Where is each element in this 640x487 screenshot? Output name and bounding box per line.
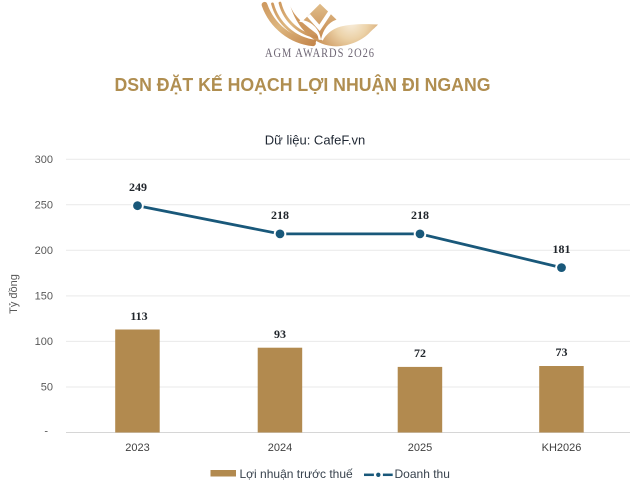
svg-text:DSN ĐẶT KẾ HOẠCH LỢI NHUẬN ĐI: DSN ĐẶT KẾ HOẠCH LỢI NHUẬN ĐI NGANG	[115, 74, 491, 95]
svg-text:113: 113	[130, 309, 147, 323]
svg-text:100: 100	[35, 336, 53, 348]
svg-text:50: 50	[41, 382, 53, 394]
svg-text:-: -	[44, 426, 48, 438]
svg-text:250: 250	[35, 200, 53, 212]
svg-text:2023: 2023	[125, 442, 149, 454]
svg-text:72: 72	[414, 346, 426, 360]
svg-text:2025: 2025	[408, 442, 432, 454]
svg-text:249: 249	[129, 180, 147, 194]
svg-text:73: 73	[556, 345, 568, 359]
svg-text:93: 93	[274, 327, 286, 341]
svg-text:218: 218	[271, 208, 289, 222]
svg-text:KH2026: KH2026	[542, 442, 582, 454]
svg-text:150: 150	[35, 291, 53, 303]
svg-text:181: 181	[553, 242, 571, 256]
svg-text:2024: 2024	[268, 442, 292, 454]
svg-text:Doanh thu: Doanh thu	[395, 467, 450, 481]
svg-text:AGM AWARDS 2O26: AGM AWARDS 2O26	[265, 45, 375, 60]
svg-text:200: 200	[35, 245, 53, 257]
svg-text:Dữ liệu: CafeF.vn: Dữ liệu: CafeF.vn	[265, 133, 365, 148]
svg-text:218: 218	[411, 208, 429, 222]
svg-text:Lợi nhuận trước thuế: Lợi nhuận trước thuế	[240, 467, 353, 481]
svg-text:300: 300	[35, 154, 53, 166]
svg-text:Tỷ đồng: Tỷ đồng	[8, 274, 20, 314]
